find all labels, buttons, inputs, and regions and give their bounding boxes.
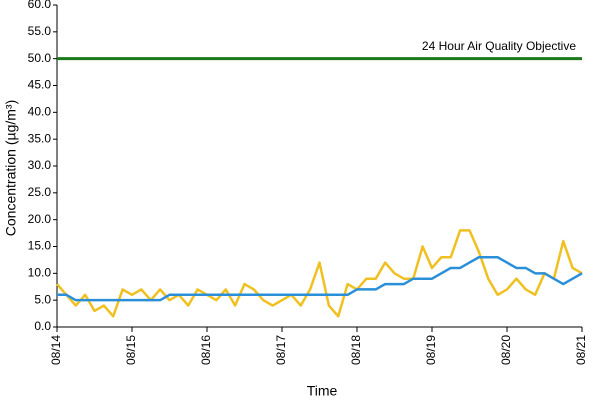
x-tick-label: 08/20 (499, 335, 513, 365)
x-tick-label: 08/18 (349, 335, 363, 365)
objective-label: 24 Hour Air Quality Objective (422, 39, 576, 53)
y-tick-label: 20.0 (28, 212, 52, 226)
y-tick-label: 40.0 (28, 105, 52, 119)
x-tick-label: 08/14 (49, 335, 63, 365)
y-tick-label: 50.0 (28, 51, 52, 65)
y-tick-label: 15.0 (28, 239, 52, 253)
y-tick-label: 5.0 (34, 292, 51, 306)
y-tick-label: 0.0 (34, 319, 51, 333)
x-tick-label: 08/17 (274, 335, 288, 365)
y-tick-label: 10.0 (28, 266, 52, 280)
series-line (56, 229, 583, 318)
series-line (57, 255, 583, 302)
y-tick-label: 55.0 (28, 24, 52, 38)
x-tick-label: 08/16 (199, 335, 213, 365)
y-tick-label: 35.0 (28, 131, 52, 145)
y-tick-label: 25.0 (28, 185, 52, 199)
y-axis-title: Concentration (µg/m³) (3, 100, 19, 236)
y-tick-label: 45.0 (28, 78, 52, 92)
x-tick-label: 08/21 (574, 335, 588, 365)
y-tick-label: 30.0 (28, 158, 52, 172)
x-tick-label: 08/15 (124, 335, 138, 365)
x-tick-label: 08/19 (424, 335, 438, 365)
x-axis-title: Time (307, 383, 338, 399)
y-tick-label: 60.0 (28, 0, 52, 11)
